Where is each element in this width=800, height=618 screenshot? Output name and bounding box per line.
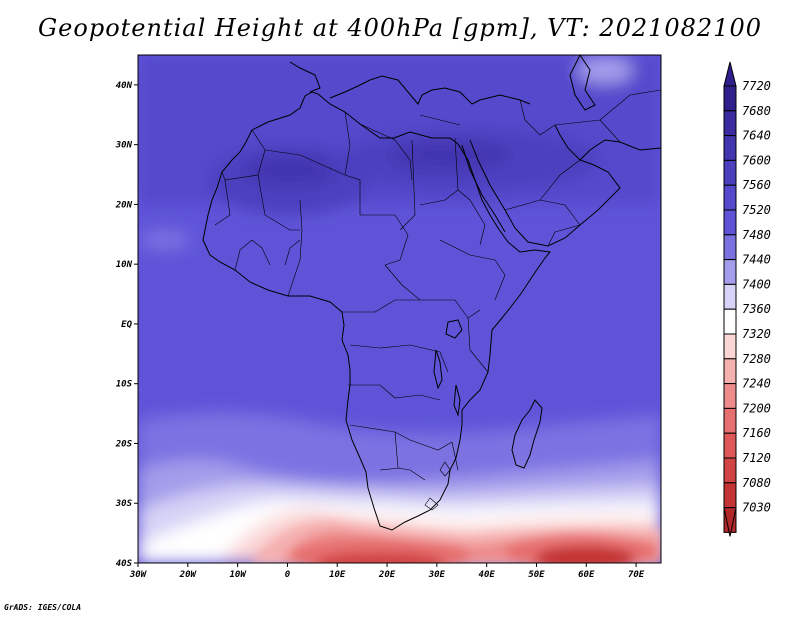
lat-tick-label: 10S	[116, 380, 133, 390]
lon-tick-label: 30E	[428, 570, 446, 580]
grads-credit: GrADS: IGES/COLA	[4, 603, 82, 612]
colorbar-label: 7600	[742, 153, 771, 167]
colorbar-swatch	[723, 333, 737, 360]
lon-tick-label: 10W	[229, 570, 247, 580]
colorbar-swatch	[723, 184, 737, 211]
colorbar-swatch	[723, 85, 737, 112]
lake-victoria	[445, 319, 463, 339]
lon-tick-label: 10E	[329, 570, 346, 580]
colorbar-label: 7640	[742, 129, 771, 143]
colorbar-label: 7560	[742, 178, 771, 192]
field-patch-atlantic	[140, 230, 190, 250]
field-core-south-west	[315, 552, 445, 563]
field-low-northeast	[577, 56, 633, 84]
colorbar-swatch	[723, 407, 737, 434]
persian-gulf-coastline	[579, 139, 661, 161]
lon-tick-label: 20E	[378, 570, 396, 580]
colorbar-swatch	[723, 135, 737, 161]
colorbar-label: 7400	[742, 277, 771, 291]
colorbar-swatch	[723, 259, 737, 285]
colorbar-label: 7680	[742, 104, 771, 118]
colorbar-label: 7320	[742, 327, 771, 341]
colorbar-label: 7360	[742, 302, 771, 316]
colorbar-label: 7440	[742, 253, 771, 267]
colorbar-label: 7720	[742, 79, 771, 93]
colorbar-top-arrow	[723, 61, 737, 87]
lake-malawi	[453, 384, 461, 417]
colorbar-swatch	[723, 383, 737, 409]
lat-tick-label: 40N	[116, 81, 133, 91]
field-core-west	[245, 155, 335, 185]
colorbar-label: 7200	[742, 401, 771, 415]
colorbar-bottom-arrow	[723, 507, 737, 537]
field-core-south-east	[535, 546, 635, 563]
plot-frame	[137, 54, 662, 564]
lat-tick-label: EQ	[121, 320, 132, 330]
red-sea-coastline	[461, 144, 506, 233]
country-borders	[214, 89, 661, 511]
lat-tick-label: 30N	[115, 141, 133, 151]
lat-tick-label: 20N	[115, 200, 133, 210]
lon-tick-label: 30W	[129, 570, 148, 580]
lon-tick-label: 60E	[578, 570, 595, 580]
colorbar-label: 7280	[742, 352, 771, 366]
colorbar-label: 7520	[742, 203, 771, 217]
colorbar: 7720 7680 7640 7600 7560 7520 7480 7440 7400 7360…	[723, 61, 771, 537]
lon-tick-label: 40E	[479, 570, 496, 580]
colorbar-label: 7240	[742, 377, 771, 391]
colorbar-swatch	[723, 482, 737, 509]
colorbar-label: 7160	[742, 426, 771, 440]
colorbar-swatch	[723, 432, 737, 459]
colorbar-swatch	[723, 308, 737, 335]
plot-area	[138, 55, 661, 563]
colorbar-swatch	[723, 110, 737, 137]
lat-tick-label: 40S	[116, 559, 133, 569]
arabia-coastline	[469, 124, 621, 247]
colorbar-label: 7030	[742, 501, 771, 515]
lat-tick-label: 30S	[115, 499, 133, 509]
europe-coastline	[289, 61, 531, 105]
lat-tick-label: 10N	[116, 260, 133, 270]
colorbar-swatch	[723, 159, 737, 186]
map-axes: 30W 20W 10W 0 10E 20E 30E 40E 50E 60E 70E 40N 30N 20N…	[115, 81, 645, 580]
colorbar-label: 7480	[742, 228, 771, 242]
colorbar-swatch	[723, 209, 737, 236]
colorbar-swatch	[723, 358, 737, 385]
lat-tick-label: 20S	[115, 439, 133, 449]
madagascar-coastline	[511, 399, 543, 469]
colorbar-swatch	[723, 234, 737, 261]
colorbar-label: 7080	[742, 476, 771, 490]
colorbar-label: 7120	[742, 451, 771, 465]
lon-tick-label: 50E	[528, 570, 545, 580]
lon-tick-label: 20W	[179, 570, 198, 580]
caspian-coastline	[569, 55, 596, 111]
colorbar-swatch	[723, 283, 737, 310]
lon-tick-label: 70E	[628, 570, 645, 580]
lon-tick-label: 0	[285, 570, 291, 580]
field-core-east	[390, 141, 510, 169]
africa-coastline	[202, 91, 551, 531]
colorbar-swatch	[723, 457, 737, 484]
lake-tanganyika	[433, 349, 443, 390]
map-title: Geopotential Height at 400hPa [gpm], VT:…	[38, 14, 762, 42]
